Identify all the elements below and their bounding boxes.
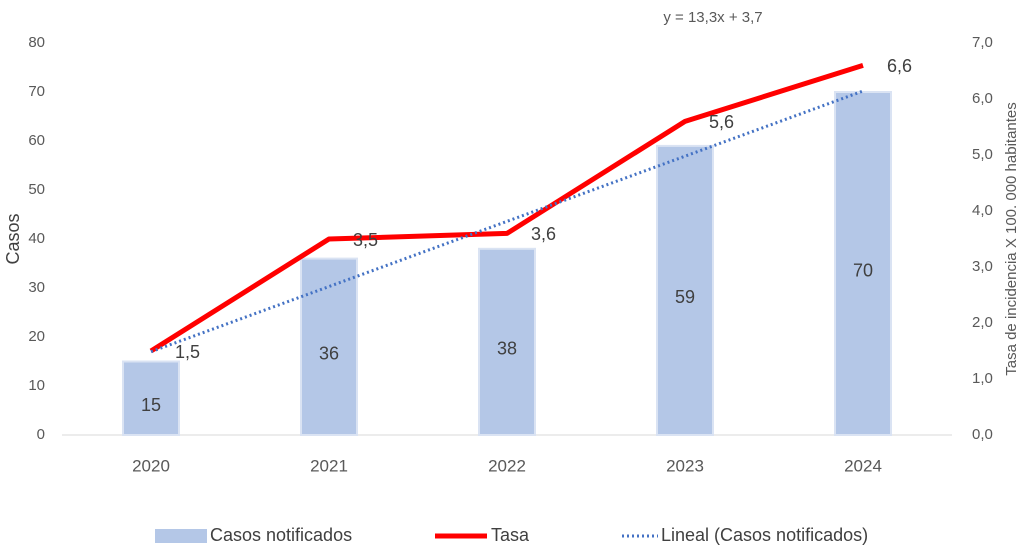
bar-value-label: 59 [675,287,695,307]
y2-tick-label: 2,0 [972,314,993,331]
y-axis-label: Casos [3,213,23,264]
y2-axis-label: Tasa de incidencia X 100. 000 habitantes [1003,102,1018,376]
y2-tick-label: 7,0 [972,34,993,51]
legend-label: Casos notificados [210,525,352,545]
y2-tick-label: 1,0 [972,370,993,387]
bar-value-label: 36 [319,344,339,364]
bar-value-label: 38 [497,339,517,359]
legend-label: Tasa [491,525,530,545]
y-tick-label: 10 [28,377,45,394]
bar [656,144,714,436]
y2-tick-label: 6,0 [972,90,993,107]
y2-tick-label: 3,0 [972,258,993,275]
bar-value-label: 15 [141,395,161,415]
trend-line [150,89,864,354]
legend-label: Lineal (Casos notificados) [661,525,868,545]
x-tick-label: 2021 [310,456,348,475]
y-tick-label: 80 [28,34,45,51]
y2-tick-label: 0,0 [972,426,993,443]
line-value-label: 3,5 [353,230,378,250]
x-tick-label: 2024 [844,456,882,475]
y-tick-label: 70 [28,83,45,100]
bar [834,91,892,436]
x-tick-label: 2020 [132,456,170,475]
y-tick-label: 40 [28,230,45,247]
bar [122,360,180,436]
rate-line [149,63,864,354]
bar [478,247,536,436]
y-tick-label: 0 [37,426,45,443]
y2-tick-label: 5,0 [972,146,993,163]
y-tick-label: 50 [28,181,45,198]
y-tick-label: 30 [28,279,45,296]
x-tick-label: 2023 [666,456,704,475]
trend-equation: y = 13,3x + 3,7 [663,9,762,26]
legend-swatch [155,529,207,543]
line-value-label: 1,5 [175,342,200,362]
bar [300,257,358,436]
y2-tick-label: 4,0 [972,202,993,219]
y-tick-label: 60 [28,132,45,149]
line-value-label: 6,6 [887,56,912,76]
x-tick-label: 2022 [488,456,526,475]
y-tick-label: 20 [28,328,45,345]
line-value-label: 3,6 [531,224,556,244]
line-value-label: 5,6 [709,112,734,132]
bar-value-label: 70 [853,260,873,280]
